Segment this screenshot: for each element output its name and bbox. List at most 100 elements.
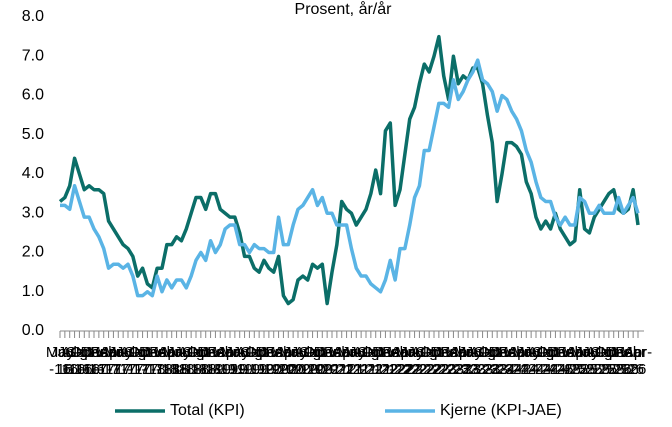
x-tick-label: Aug-16	[61, 344, 88, 378]
x-tick-label: Sep-22	[415, 344, 443, 378]
x-tick-label: Feb-20	[265, 344, 292, 378]
x-tick-label: Jan-17	[84, 344, 114, 378]
x-tick-label: Feb-23	[440, 344, 467, 378]
x-tick-label: Feb-24	[498, 344, 525, 378]
x-tick-label: Nov-16	[75, 344, 103, 378]
legend-label: Kjerne (KPI-JAE)	[440, 402, 562, 419]
x-tick-label: May-18	[162, 344, 191, 378]
x-tick-label: Apr-25	[565, 344, 594, 378]
x-tick-label: Nov-19	[250, 344, 278, 378]
x-tick-label: May-24	[512, 344, 541, 378]
x-tick-label: Dec-20	[313, 344, 341, 378]
x-tick-label: Apr-24	[507, 344, 536, 378]
x-tick-label: Jan-22	[375, 344, 405, 378]
x-tick-label: Jul-25	[582, 344, 607, 378]
x-tick-label: Sep-20	[299, 344, 326, 378]
x-tick-label: Dec-21	[372, 344, 399, 378]
x-tick-label: Feb-22	[382, 344, 409, 378]
x-tick-label: Aug-18	[177, 344, 205, 378]
x-tick-label: Apr-21	[332, 344, 361, 378]
x-tick-label: Jan-20	[259, 344, 289, 378]
x-tick-label: Nov-24	[542, 344, 569, 378]
series-line	[60, 58, 640, 298]
x-tick-label: Jan-25	[550, 344, 580, 378]
x-tick-label: Jun-18	[166, 344, 197, 378]
x-tick-label: Feb-25	[557, 344, 583, 378]
x-tick-label: Apr-20	[274, 344, 303, 378]
x-tick-label: Jul-19	[232, 344, 257, 378]
x-tick-label: Mar-20	[270, 344, 297, 378]
x-tick-label: Aug-20	[294, 344, 322, 378]
x-tick-label: Nov-18	[192, 344, 220, 378]
x-tick-label: Apr-17	[99, 344, 128, 378]
x-tick-label: Nov-17	[134, 344, 161, 378]
x-tick-label: Jan-21	[317, 344, 347, 378]
x-tick-label: Mar-19	[212, 344, 239, 378]
series-line	[58, 34, 640, 306]
x-tick-label: Aug-25	[585, 344, 613, 378]
x-tick-label: Sep-24	[532, 344, 560, 378]
x-tick-label: Jul-21	[349, 344, 374, 378]
x-tick-label: Jul-20	[290, 344, 315, 378]
x-tick-label: Jul-23	[465, 344, 490, 378]
x-tick-label: May-21	[337, 344, 366, 378]
x-tick-label: Apr-22	[390, 344, 420, 378]
x-tick-label: Apr-26	[623, 344, 653, 378]
chart-title: Prosent, år/år	[295, 0, 393, 18]
x-tick-label: Jul-22	[407, 344, 432, 378]
x-tick-label: Jun-17	[108, 344, 138, 378]
y-tick-label: 3.0	[22, 204, 44, 221]
x-tick-label: Sep-18	[182, 344, 210, 378]
x-tick-label: Jun-22	[399, 344, 430, 378]
x-tick-label: May-23	[453, 344, 483, 378]
x-tick-label: Feb-19	[207, 344, 234, 378]
x-tick-label: Mar-25	[561, 344, 588, 378]
x-tick-label: Jul-16	[57, 344, 82, 378]
x-tick-label: Dec-22	[430, 344, 458, 378]
legend-label: Total (KPI)	[170, 402, 245, 419]
y-tick-label: 5.0	[22, 126, 44, 143]
x-tick-label: Jun-24	[516, 344, 546, 378]
x-tick-label: Feb-21	[323, 344, 350, 378]
x-tick-label: Feb-18	[149, 344, 175, 378]
x-tick-label: Mar-17	[95, 344, 122, 378]
x-tick-label: Mar-23	[445, 344, 472, 378]
y-tick-label: 0.0	[22, 322, 44, 339]
x-tick-label: Jun-21	[341, 344, 371, 378]
x-tick-label: Jun-19	[225, 344, 255, 378]
x-tick-label: Mar-21	[328, 344, 355, 378]
x-tick-label: Oct-19	[244, 344, 274, 378]
x-tick-label: Dec-18	[197, 344, 224, 378]
x-tick-label: Aug-21	[352, 344, 380, 378]
x-tick-label: Sep-23	[474, 344, 501, 378]
y-tick-label: 8.0	[22, 8, 44, 25]
x-tick-label: Jul-17	[115, 344, 141, 378]
x-tick-label: Oct-21	[361, 344, 390, 378]
x-tick-label: Dec-23	[488, 344, 516, 378]
x-tick-label: Oct-24	[536, 344, 565, 378]
x-tick-label: May-19	[220, 344, 250, 378]
x-tick-label: Jun-25	[574, 344, 605, 378]
x-tick-label: Sep-16	[66, 344, 93, 378]
x-tick-label: Nov-23	[483, 344, 511, 378]
y-tick-label: 1.0	[22, 283, 44, 300]
x-tick-label: Feb-26	[615, 344, 642, 378]
x-tick-label: Mar-24	[503, 344, 530, 378]
x-tick-label: Dec-16	[80, 344, 108, 378]
y-tick-label: 6.0	[22, 87, 44, 104]
x-tick-label: Nov-25	[600, 344, 628, 378]
x-tick-label: Oct-17	[128, 344, 157, 378]
x-tick-label: Aug-22	[410, 344, 438, 378]
x-tick-label: Oct-18	[186, 344, 216, 378]
x-tick-label: Sep-19	[240, 344, 268, 378]
x-tick-label: Jan-19	[200, 344, 231, 378]
x-tick-label: Dec-17	[138, 344, 166, 378]
x-tick-label: May-17	[104, 344, 133, 378]
x-tick-label: Jul-18	[174, 344, 199, 378]
x-tick-label: May-16	[45, 344, 75, 378]
x-tick-label: Dec-24	[546, 344, 574, 378]
x-tick-label: Jan-18	[142, 344, 172, 378]
x-tick-label: Apr-19	[215, 344, 245, 378]
